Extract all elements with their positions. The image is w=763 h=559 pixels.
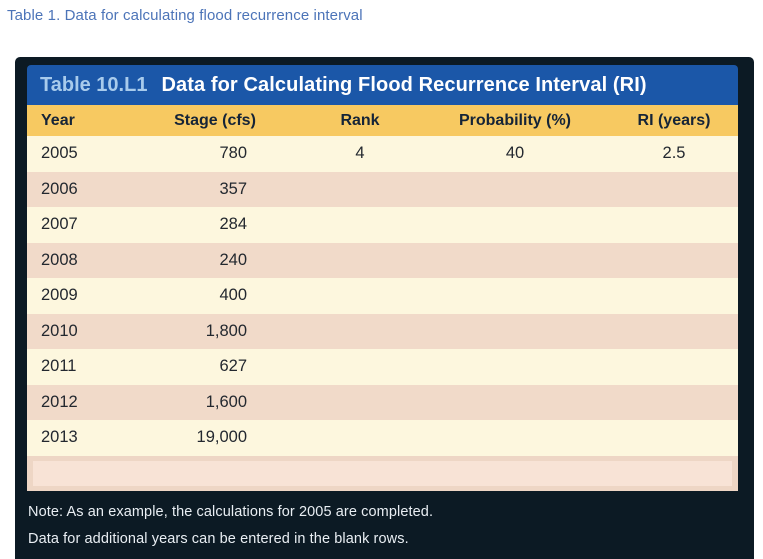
note-line-1: Note: As an example, the calculations fo… (28, 504, 434, 520)
cell-stage: 357 (219, 179, 247, 198)
cell-year: 2005 (41, 144, 78, 163)
header-ri: RI (years) (637, 111, 711, 129)
cell-year: 2008 (41, 250, 78, 269)
note-line-2: Data for additional years can be entered… (28, 531, 409, 547)
blank-entry-field[interactable] (33, 460, 732, 486)
table-row: 2007 284 (27, 207, 738, 243)
cell-year: 2012 (41, 392, 78, 411)
table-row: 2008 240 (27, 242, 738, 278)
cell-ri: 2.5 (662, 144, 686, 163)
table-row: 2012 1,600 (27, 384, 738, 420)
cell-stage: 780 (219, 144, 247, 163)
cell-stage: 627 (219, 357, 247, 376)
header-rank: Rank (340, 111, 380, 129)
document-caption: Table 1. Data for calculating flood recu… (7, 7, 363, 24)
header-probability: Probability (%) (458, 111, 571, 129)
table-notes: Note: As an example, the calculations fo… (27, 499, 738, 553)
flood-table-panel: Table 10.L1 Data for Calculating Flood R… (15, 57, 754, 559)
table-row: 2011 627 (27, 349, 738, 385)
cell-rank: 4 (355, 144, 365, 163)
cell-year: 2006 (41, 179, 78, 198)
cell-year: 2013 (41, 428, 78, 447)
cell-probability: 40 (505, 144, 525, 163)
table-row: 2013 19,000 (27, 420, 738, 456)
table-row: 2009 400 (27, 278, 738, 314)
header-stage: Stage (cfs) (174, 111, 256, 129)
table-title-bar: Table 10.L1 Data for Calculating Flood R… (27, 65, 738, 105)
header-year: Year (41, 111, 75, 129)
cell-year: 2007 (41, 215, 78, 234)
cell-stage: 284 (219, 215, 247, 234)
blank-entry-row (27, 455, 738, 491)
cell-stage: 1,800 (205, 321, 247, 340)
cell-year: 2011 (41, 357, 77, 376)
table-header-row: Year Stage (cfs) Rank Probability (%) RI… (27, 105, 738, 136)
cell-year: 2010 (41, 321, 78, 340)
cell-stage: 400 (219, 286, 247, 305)
table-row: 2006 357 (27, 171, 738, 207)
table-number-label: Table 10.L1 (40, 73, 148, 96)
cell-stage: 19,000 (196, 428, 247, 447)
cell-stage: 1,600 (205, 392, 247, 411)
cell-stage: 240 (219, 250, 247, 269)
table-title: Data for Calculating Flood Recurrence In… (161, 73, 647, 96)
table-row: 2010 1,800 (27, 313, 738, 349)
table-row: 2005 780 4 40 2.5 (27, 136, 738, 172)
cell-year: 2009 (41, 286, 78, 305)
